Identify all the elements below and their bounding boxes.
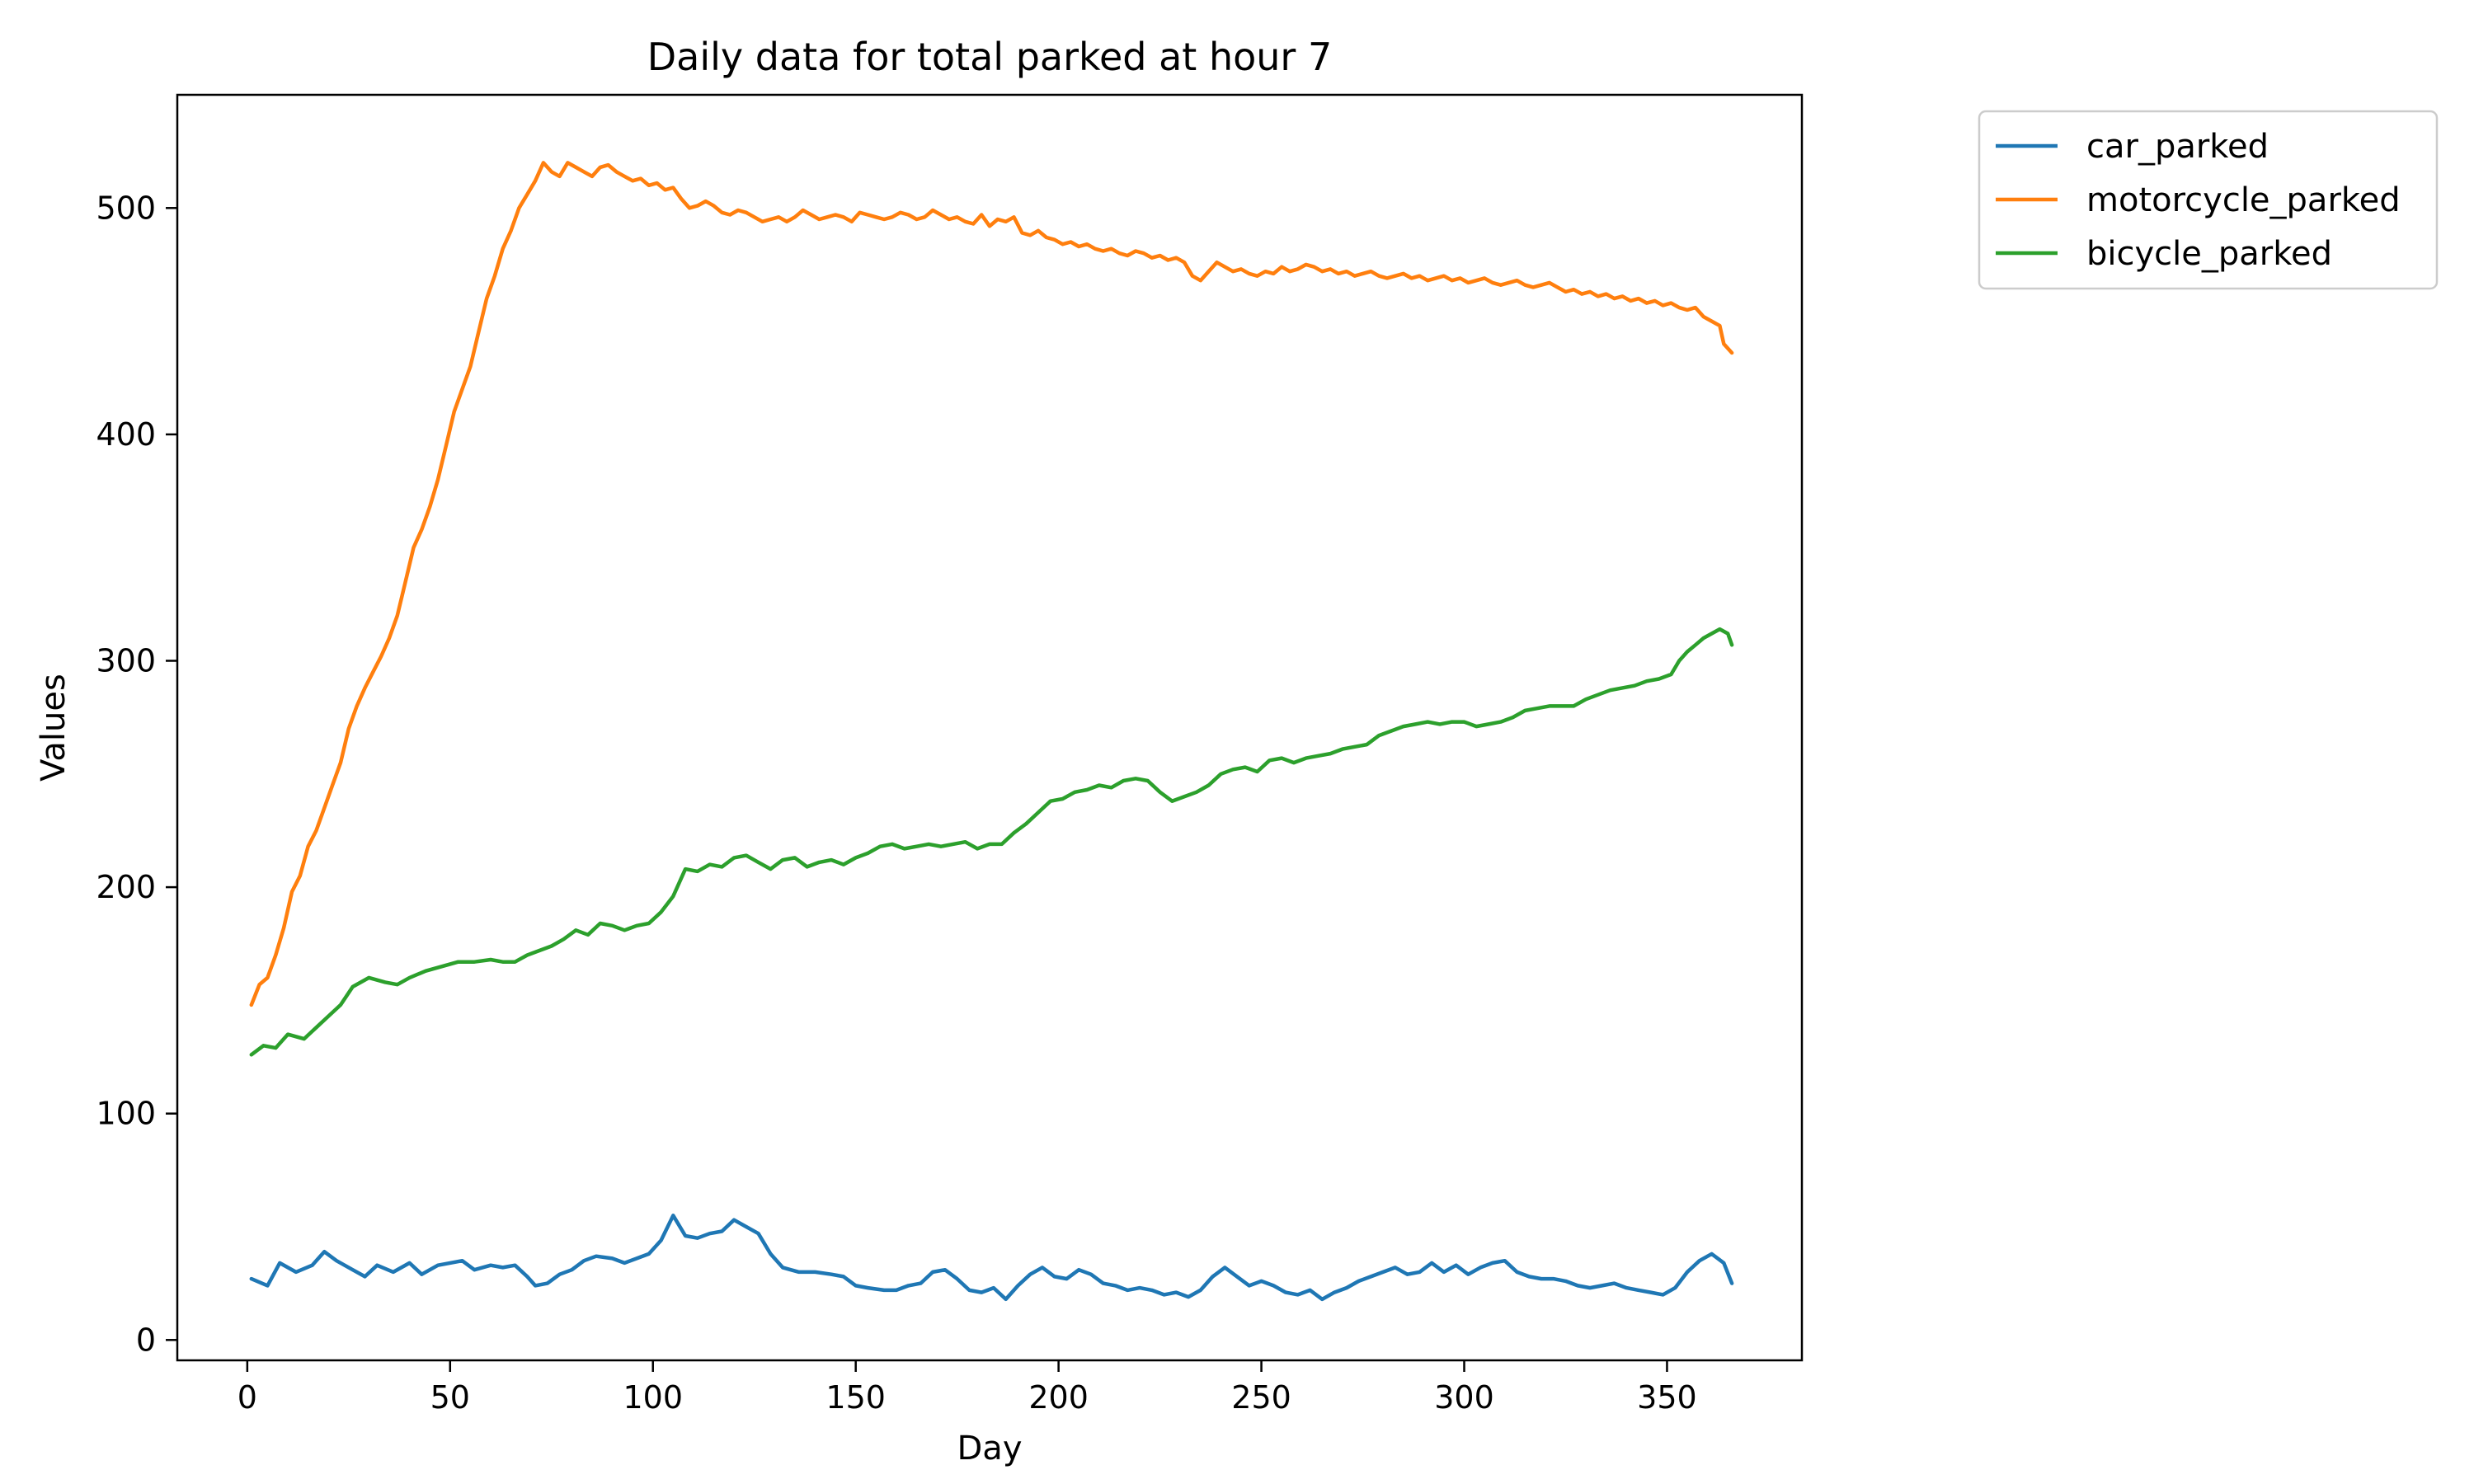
x-tick-label: 250 — [1231, 1379, 1291, 1416]
legend-label: car_parked — [2086, 128, 2269, 166]
x-tick-label: 0 — [238, 1379, 257, 1416]
legend: car_parked motorcycle_parked bicycle_parke… — [1978, 110, 2439, 290]
x-tick-label: 50 — [430, 1379, 470, 1416]
y-tick-label: 200 — [96, 869, 156, 905]
series-group — [249, 161, 1734, 1302]
y-axis: 0 100 200 300 400 500 — [96, 190, 177, 1358]
y-tick-label: 500 — [96, 190, 156, 226]
y-tick-label: 0 — [136, 1322, 156, 1358]
legend-label: motorcycle_parked — [2086, 181, 2401, 219]
x-axis: 0 50 100 150 200 250 300 350 — [238, 1360, 1697, 1416]
series-line-bicycle_parked — [249, 627, 1734, 1057]
x-axis-title: Day — [957, 1430, 1023, 1468]
y-tick-label: 300 — [96, 642, 156, 679]
y-tick-label: 400 — [96, 416, 156, 453]
plot-frame — [176, 93, 1804, 1362]
y-axis-title: Values — [35, 674, 73, 782]
plot-area — [176, 93, 1804, 1362]
y-tick-label: 100 — [96, 1096, 156, 1132]
x-tick-label: 350 — [1637, 1379, 1697, 1416]
legend-frame — [1978, 110, 2439, 290]
series-line-car_parked — [249, 1214, 1734, 1302]
x-tick-label: 100 — [623, 1379, 683, 1416]
series-line-motorcycle_parked — [249, 161, 1734, 1007]
x-tick-label: 300 — [1434, 1379, 1494, 1416]
x-tick-label: 150 — [825, 1379, 886, 1416]
legend-label: bicycle_parked — [2086, 235, 2332, 273]
chart-title: Daily data for total parked at hour 7 — [647, 35, 1332, 79]
x-tick-label: 200 — [1028, 1379, 1089, 1416]
